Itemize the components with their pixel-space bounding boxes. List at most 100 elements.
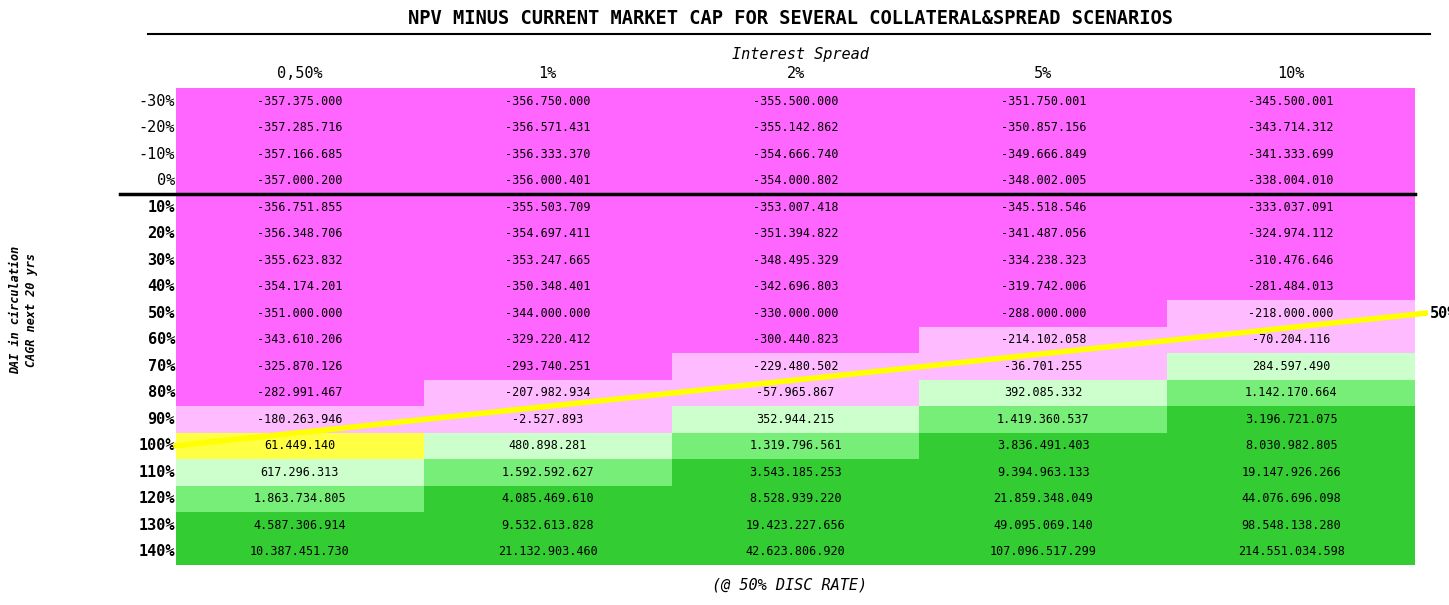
Text: -356.333.370: -356.333.370 [504, 148, 590, 161]
Bar [671, 194, 920, 220]
Text: -288.000.000: -288.000.000 [1001, 307, 1087, 320]
Text: 110%: 110% [139, 465, 175, 480]
Text: DAI in circulation: DAI in circulation [10, 246, 23, 374]
Bar [1168, 114, 1416, 141]
Text: -333.037.091: -333.037.091 [1249, 201, 1335, 214]
Text: -354.174.201: -354.174.201 [256, 280, 342, 293]
Bar [671, 168, 920, 194]
Text: 3.836.491.403: 3.836.491.403 [997, 439, 1090, 453]
Text: 20%: 20% [148, 226, 175, 241]
Bar [423, 247, 671, 273]
Text: -207.982.934: -207.982.934 [504, 386, 590, 399]
Text: 3.543.185.253: 3.543.185.253 [749, 466, 842, 479]
Text: -324.974.112: -324.974.112 [1249, 227, 1335, 240]
Text: -355.623.832: -355.623.832 [256, 253, 342, 267]
Text: -300.440.823: -300.440.823 [752, 333, 839, 346]
Bar [671, 247, 920, 273]
Text: 44.076.696.098: 44.076.696.098 [1242, 492, 1340, 505]
Bar [1168, 300, 1416, 327]
Text: 9.394.963.133: 9.394.963.133 [997, 466, 1090, 479]
Text: 9.532.613.828: 9.532.613.828 [501, 518, 594, 532]
Bar [1168, 485, 1416, 512]
Text: -341.333.699: -341.333.699 [1249, 148, 1335, 161]
Text: -36.701.255: -36.701.255 [1004, 360, 1082, 373]
Bar [920, 247, 1168, 273]
Text: 50%: 50% [148, 306, 175, 321]
Text: -355.500.000: -355.500.000 [752, 95, 839, 108]
Bar [1168, 512, 1416, 538]
Bar [1168, 406, 1416, 433]
Bar [175, 538, 423, 565]
Text: -345.500.001: -345.500.001 [1249, 95, 1335, 108]
Bar [920, 168, 1168, 194]
Text: -10%: -10% [139, 147, 175, 162]
Text: -356.571.431: -356.571.431 [504, 121, 590, 134]
Bar [920, 194, 1168, 220]
Bar [671, 300, 920, 327]
Text: 5%: 5% [1035, 65, 1052, 80]
Text: 0,50%: 0,50% [277, 65, 323, 80]
Bar [423, 433, 671, 459]
Text: -357.000.200: -357.000.200 [256, 174, 342, 188]
Text: CAGR next 20 yrs: CAGR next 20 yrs [26, 253, 39, 367]
Bar [175, 459, 423, 485]
Text: -357.375.000: -357.375.000 [256, 95, 342, 108]
Text: 30%: 30% [148, 253, 175, 268]
Bar [920, 379, 1168, 406]
Text: 40%: 40% [148, 280, 175, 294]
Bar [920, 512, 1168, 538]
Bar [1168, 168, 1416, 194]
Text: 617.296.313: 617.296.313 [261, 466, 339, 479]
Bar [671, 433, 920, 459]
Text: 4.587.306.914: 4.587.306.914 [254, 518, 346, 532]
Bar [1168, 247, 1416, 273]
Bar [1168, 273, 1416, 300]
Bar [175, 433, 423, 459]
Text: -214.102.058: -214.102.058 [1001, 333, 1087, 346]
Text: 60%: 60% [148, 332, 175, 347]
Text: 49.095.069.140: 49.095.069.140 [994, 518, 1093, 532]
Text: -356.750.000: -356.750.000 [504, 95, 590, 108]
Text: 1%: 1% [539, 65, 556, 80]
Text: -218.000.000: -218.000.000 [1249, 307, 1335, 320]
Text: -348.495.329: -348.495.329 [752, 253, 839, 267]
Text: 1.863.734.805: 1.863.734.805 [254, 492, 346, 505]
Text: -357.285.716: -357.285.716 [256, 121, 342, 134]
Text: -180.263.946: -180.263.946 [256, 413, 342, 426]
Text: -30%: -30% [139, 94, 175, 109]
Text: 61.449.140: 61.449.140 [264, 439, 336, 453]
Bar [1168, 379, 1416, 406]
Bar [671, 327, 920, 353]
Bar [175, 141, 423, 168]
Bar [1168, 327, 1416, 353]
Bar [423, 168, 671, 194]
Bar [920, 327, 1168, 353]
Bar [1168, 141, 1416, 168]
Bar [671, 88, 920, 114]
Bar [175, 194, 423, 220]
Bar [423, 220, 671, 247]
Text: -348.002.005: -348.002.005 [1001, 174, 1087, 188]
Text: 90%: 90% [148, 412, 175, 427]
Text: 21.859.348.049: 21.859.348.049 [994, 492, 1093, 505]
Bar [920, 459, 1168, 485]
Text: -355.503.709: -355.503.709 [504, 201, 590, 214]
Text: 80%: 80% [148, 385, 175, 401]
Bar [175, 88, 423, 114]
Text: -349.666.849: -349.666.849 [1001, 148, 1087, 161]
Text: -351.000.000: -351.000.000 [256, 307, 342, 320]
Bar [423, 194, 671, 220]
Text: -329.220.412: -329.220.412 [504, 333, 590, 346]
Text: -354.000.802: -354.000.802 [752, 174, 839, 188]
Bar [920, 538, 1168, 565]
Text: -354.666.740: -354.666.740 [752, 148, 839, 161]
Text: -330.000.000: -330.000.000 [752, 307, 839, 320]
Text: 1.592.592.627: 1.592.592.627 [501, 466, 594, 479]
Bar [175, 114, 423, 141]
Bar [423, 273, 671, 300]
Text: 21.132.903.460: 21.132.903.460 [498, 545, 597, 558]
Bar [423, 406, 671, 433]
Bar [1168, 459, 1416, 485]
Text: 8.528.939.220: 8.528.939.220 [749, 492, 842, 505]
Text: 480.898.281: 480.898.281 [509, 439, 587, 453]
